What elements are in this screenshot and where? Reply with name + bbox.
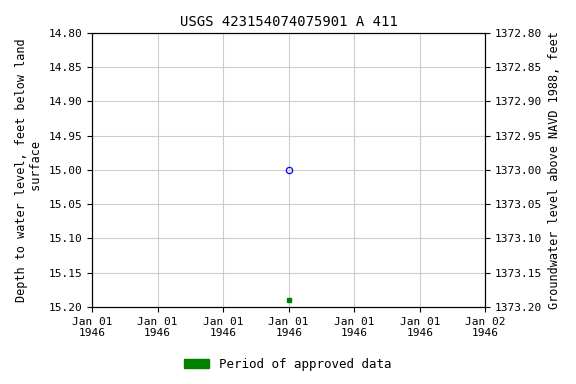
Y-axis label: Depth to water level, feet below land
 surface: Depth to water level, feet below land su…: [15, 38, 43, 302]
Title: USGS 423154074075901 A 411: USGS 423154074075901 A 411: [180, 15, 397, 29]
Y-axis label: Groundwater level above NAVD 1988, feet: Groundwater level above NAVD 1988, feet: [548, 31, 561, 309]
Legend: Period of approved data: Period of approved data: [179, 353, 397, 376]
